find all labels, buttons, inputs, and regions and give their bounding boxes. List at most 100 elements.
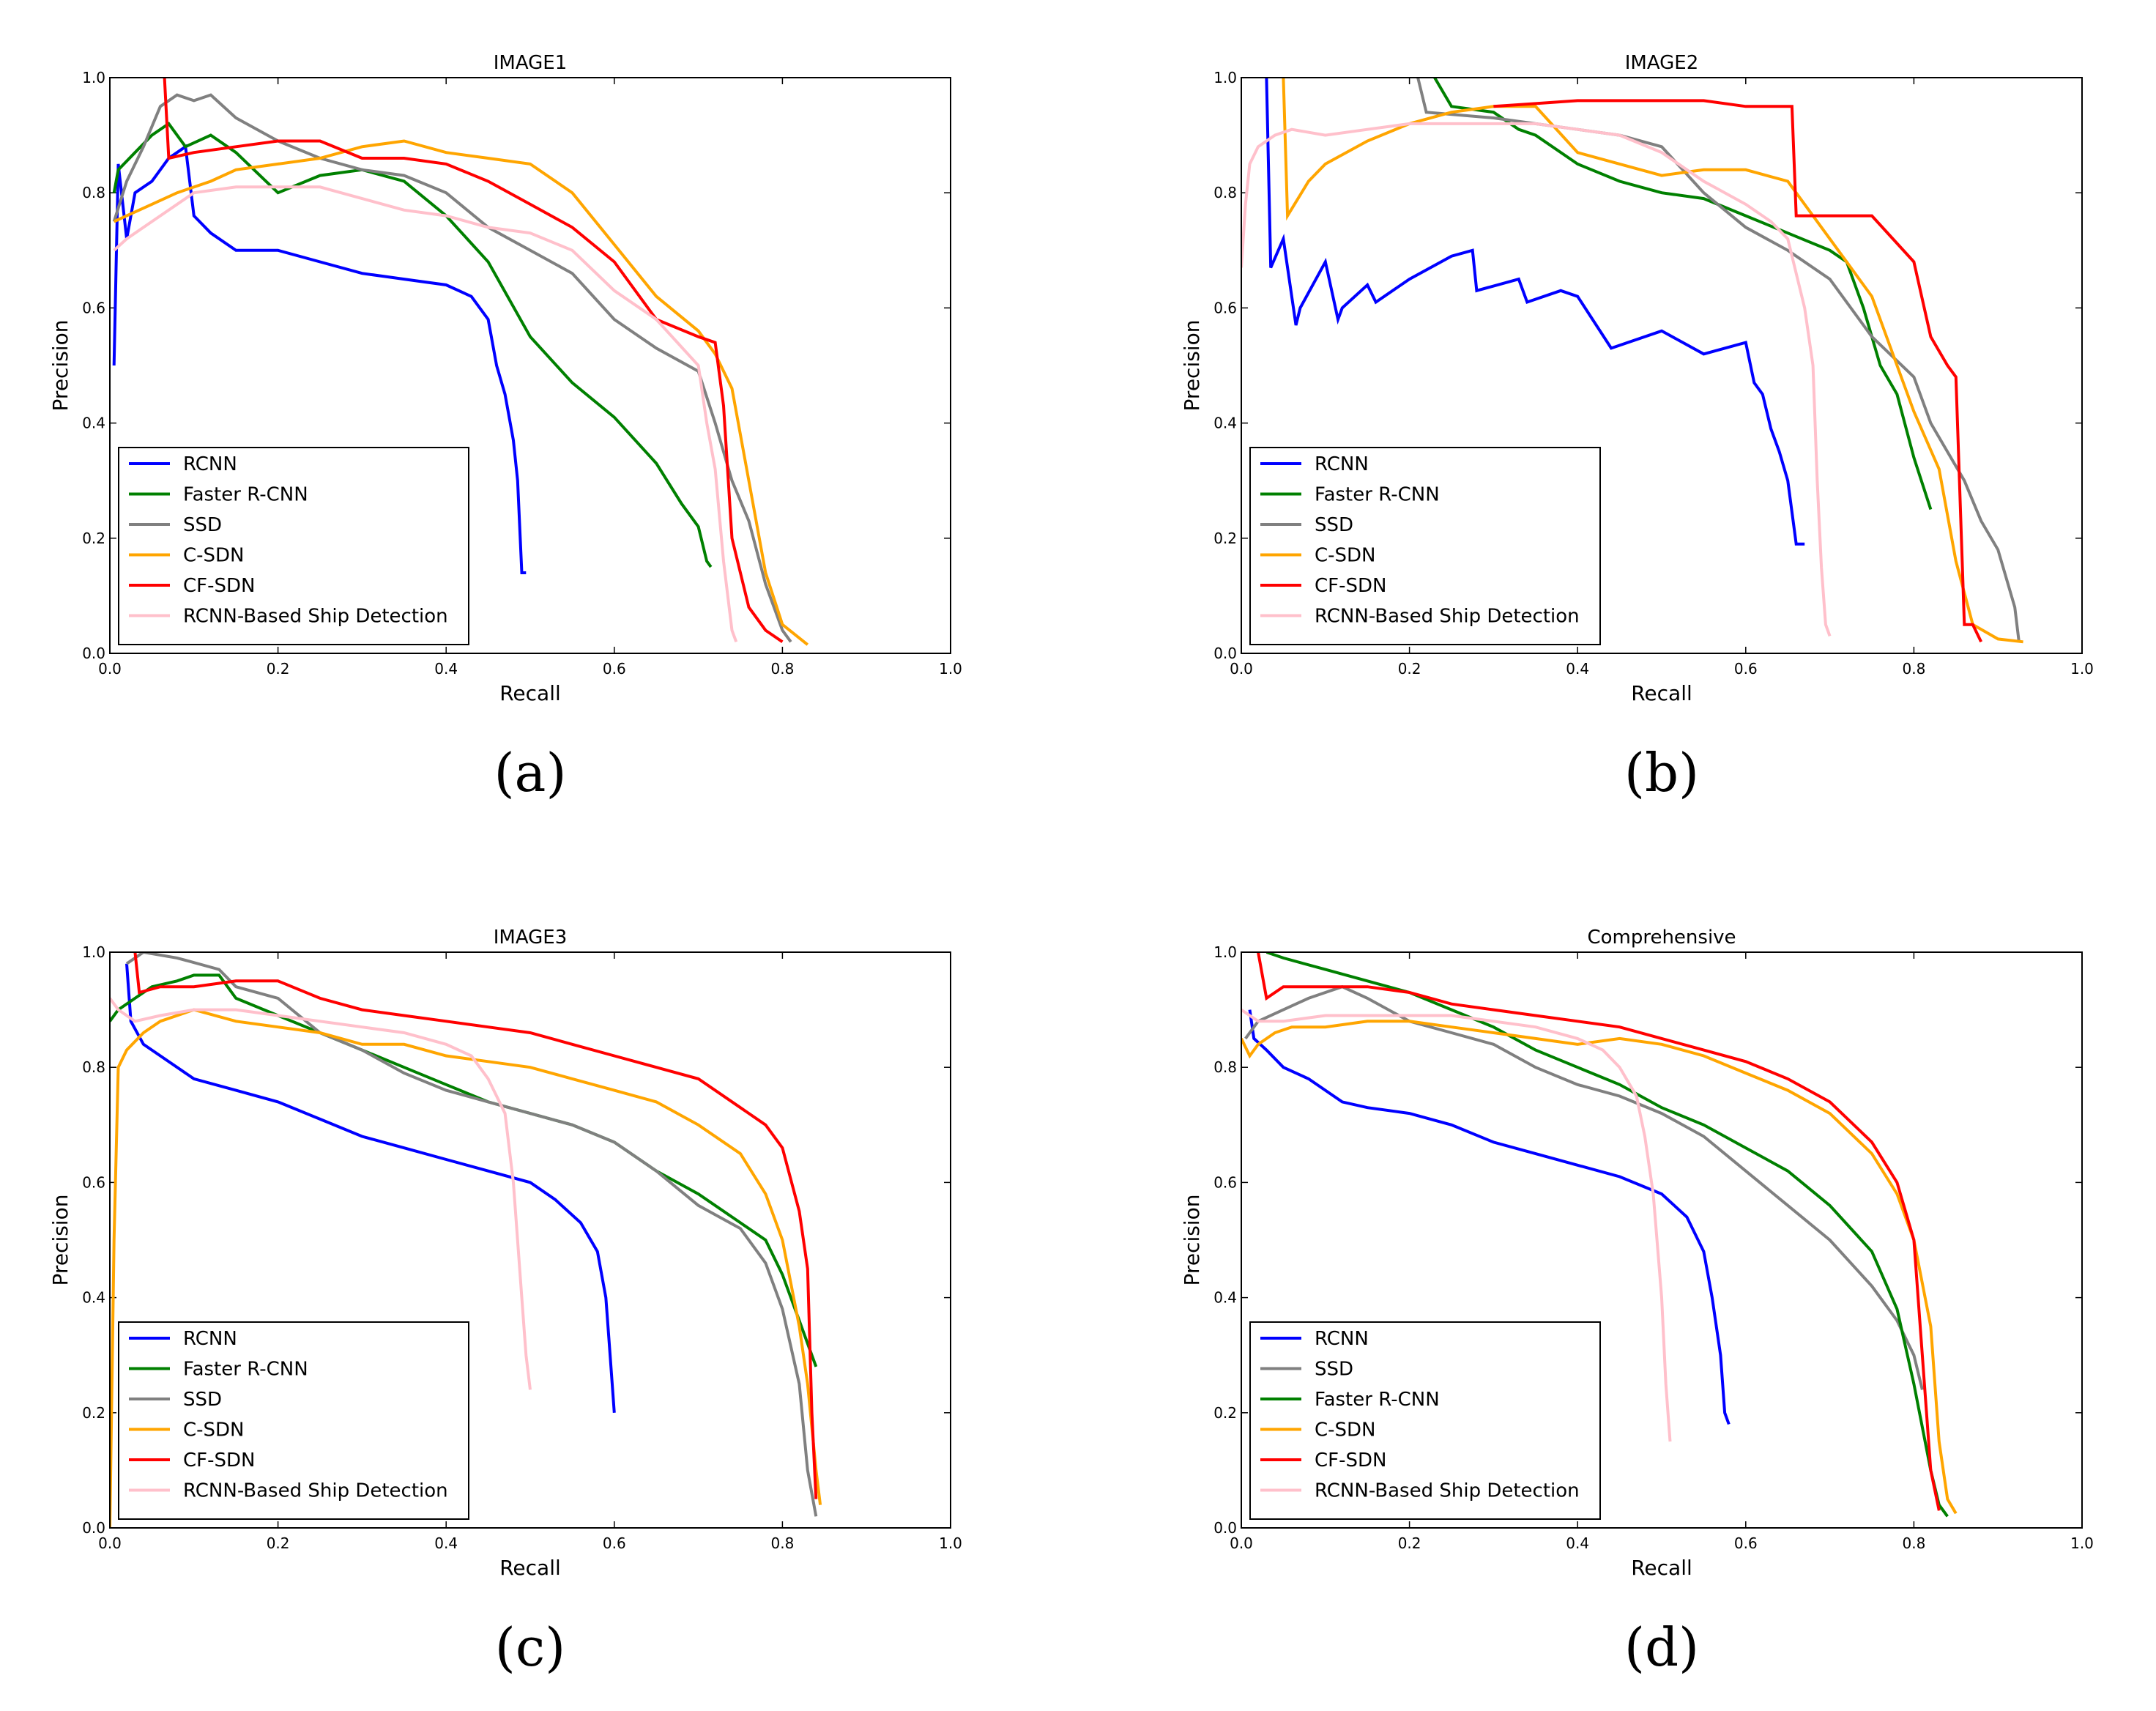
series-line-cf-sdn bbox=[133, 952, 818, 1499]
series-line-cf-sdn bbox=[163, 78, 784, 643]
panel-b: IMAGE2 0.0 0.2 0.4 0.6 0.8 1.0 0.0 0.2 0.4 0.6 0.8 1… bbox=[1180, 52, 2094, 803]
y-tick-label: 1.0 bbox=[82, 943, 105, 961]
y-tick-label: 0.6 bbox=[82, 299, 105, 316]
panel-label: (c) bbox=[495, 1617, 566, 1678]
x-tick-label: 1.0 bbox=[939, 1534, 962, 1552]
legend-label-rcnn-based-ship-detection: RCNN-Based Ship Detection bbox=[1315, 1480, 1580, 1502]
x-tick-label: 1.0 bbox=[939, 660, 962, 678]
y-tick-label: 0.2 bbox=[82, 530, 105, 547]
x-tick-label: 0.0 bbox=[98, 1534, 122, 1552]
series-line-c-sdn bbox=[110, 1008, 822, 1528]
y-tick-label: 0.8 bbox=[1213, 1058, 1237, 1076]
y-tick-label: 0.2 bbox=[82, 1404, 105, 1422]
x-tick-label: 0.6 bbox=[603, 1534, 626, 1552]
legend-label-rcnn: RCNN bbox=[1315, 453, 1369, 475]
x-tick-label: 0.2 bbox=[267, 660, 290, 678]
x-tick-label: 0.2 bbox=[1398, 660, 1421, 678]
x-tick-label: 0.0 bbox=[1230, 1534, 1253, 1552]
legend-box bbox=[118, 1321, 469, 1520]
y-tick-label: 0.8 bbox=[82, 184, 105, 201]
series-line-rcnn-based-ship-detection bbox=[1241, 1008, 1672, 1442]
legend-box bbox=[1249, 1321, 1601, 1520]
panel-c: IMAGE3 0.0 0.2 0.4 0.6 0.8 1.0 0.0 0.2 0.4 0.6 0.8 1… bbox=[48, 927, 962, 1678]
series-line-rcnn bbox=[1265, 78, 1805, 546]
y-tick-label: 0.4 bbox=[82, 1289, 105, 1307]
chart-title: Comprehensive bbox=[1587, 927, 1736, 949]
y-tick-label: 0.4 bbox=[82, 415, 105, 432]
legend-label-cf-sdn: CF-SDN bbox=[1315, 575, 1386, 597]
legend-label-faster-r-cnn: Faster R-CNN bbox=[183, 484, 308, 506]
legend-label-c-sdn: C-SDN bbox=[183, 1419, 245, 1441]
series-line-ssd bbox=[1244, 985, 1924, 1390]
plot-frame bbox=[1241, 951, 2083, 1529]
x-tick-label: 0.6 bbox=[1734, 1534, 1758, 1552]
panel-label: (a) bbox=[494, 742, 566, 803]
legend-label-ssd: SSD bbox=[1315, 514, 1353, 536]
y-axis-label: Precision bbox=[1180, 320, 1204, 412]
x-tick-label: 1.0 bbox=[2070, 1534, 2094, 1552]
y-tick-label: 0.0 bbox=[82, 1519, 105, 1537]
x-tick-label: 0.6 bbox=[603, 660, 626, 678]
y-axis-label: Precision bbox=[48, 320, 73, 412]
x-axis-label: Recall bbox=[499, 681, 561, 705]
panel-label: (d) bbox=[1624, 1617, 1699, 1678]
y-tick-label: 1.0 bbox=[1213, 69, 1237, 86]
series-line-cf-sdn bbox=[1257, 952, 1941, 1511]
series-line-faster-r-cnn bbox=[110, 973, 818, 1367]
series-line-rcnn bbox=[112, 144, 527, 574]
y-tick-label: 0.0 bbox=[82, 645, 105, 662]
y-tick-label: 0.0 bbox=[1213, 645, 1237, 662]
series-line-faster-r-cnn bbox=[1433, 78, 1933, 511]
legend-box bbox=[118, 447, 469, 645]
y-tick-label: 0.8 bbox=[1213, 184, 1237, 201]
x-axis-label: Recall bbox=[499, 1556, 561, 1580]
series-line-rcnn-based-ship-detection bbox=[113, 185, 738, 642]
legend-label-rcnn: RCNN bbox=[1315, 1328, 1369, 1350]
y-tick-label: 0.8 bbox=[82, 1058, 105, 1076]
series-line-faster-r-cnn bbox=[112, 122, 713, 568]
y-tick-label: 0.2 bbox=[1213, 530, 1237, 547]
legend-label-rcnn: RCNN bbox=[183, 453, 237, 475]
plot-frame bbox=[1241, 77, 2083, 654]
y-tick-label: 0.6 bbox=[1213, 299, 1237, 316]
y-tick-label: 1.0 bbox=[1213, 943, 1237, 961]
series-line-ssd bbox=[112, 93, 792, 643]
chart-title: IMAGE3 bbox=[494, 927, 568, 949]
legend-label-ssd: SSD bbox=[1315, 1359, 1353, 1381]
y-tick-label: 1.0 bbox=[82, 69, 105, 86]
x-axis-label: Recall bbox=[1631, 681, 1692, 705]
y-tick-label: 0.4 bbox=[1213, 1289, 1237, 1307]
y-axis-label: Precision bbox=[48, 1195, 73, 1286]
legend-label-rcnn: RCNN bbox=[183, 1328, 237, 1350]
series-line-rcnn bbox=[125, 963, 616, 1413]
legend-label-c-sdn: C-SDN bbox=[183, 545, 245, 567]
x-tick-label: 0.2 bbox=[1398, 1534, 1421, 1552]
legend-label-ssd: SSD bbox=[183, 514, 222, 536]
x-tick-label: 0.8 bbox=[770, 660, 794, 678]
x-tick-label: 0.8 bbox=[1902, 660, 1925, 678]
x-tick-label: 0.0 bbox=[98, 660, 122, 678]
legend-label-ssd: SSD bbox=[183, 1389, 222, 1411]
series-line-ssd bbox=[125, 952, 818, 1517]
x-tick-label: 0.8 bbox=[770, 1534, 794, 1552]
panel-a: IMAGE1 0.0 0.2 0.4 0.6 0.8 1.0 0.0 0.2 0.4 0.6 0.8 1… bbox=[48, 52, 962, 803]
legend-label-rcnn-based-ship-detection: RCNN-Based Ship Detection bbox=[183, 606, 448, 628]
plot-frame bbox=[109, 951, 951, 1529]
x-tick-label: 0.4 bbox=[434, 1534, 458, 1552]
y-axis-label: Precision bbox=[1180, 1195, 1204, 1286]
x-axis-label: Recall bbox=[1631, 1556, 1692, 1580]
x-tick-label: 0.6 bbox=[1734, 660, 1758, 678]
legend-label-cf-sdn: CF-SDN bbox=[1315, 1450, 1386, 1471]
legend-label-cf-sdn: CF-SDN bbox=[183, 1450, 255, 1471]
series-line-faster-r-cnn bbox=[1265, 952, 1949, 1518]
y-tick-label: 0.0 bbox=[1213, 1519, 1237, 1537]
series-line-rcnn-based-ship-detection bbox=[1241, 122, 1832, 637]
series-line-rcnn bbox=[1248, 1009, 1731, 1425]
chart-title: IMAGE1 bbox=[494, 52, 568, 74]
x-tick-label: 0.2 bbox=[267, 1534, 290, 1552]
legend-label-c-sdn: C-SDN bbox=[1315, 545, 1376, 567]
y-tick-label: 0.4 bbox=[1213, 415, 1237, 432]
x-tick-label: 1.0 bbox=[2070, 660, 2094, 678]
x-tick-label: 0.4 bbox=[1566, 1534, 1589, 1552]
